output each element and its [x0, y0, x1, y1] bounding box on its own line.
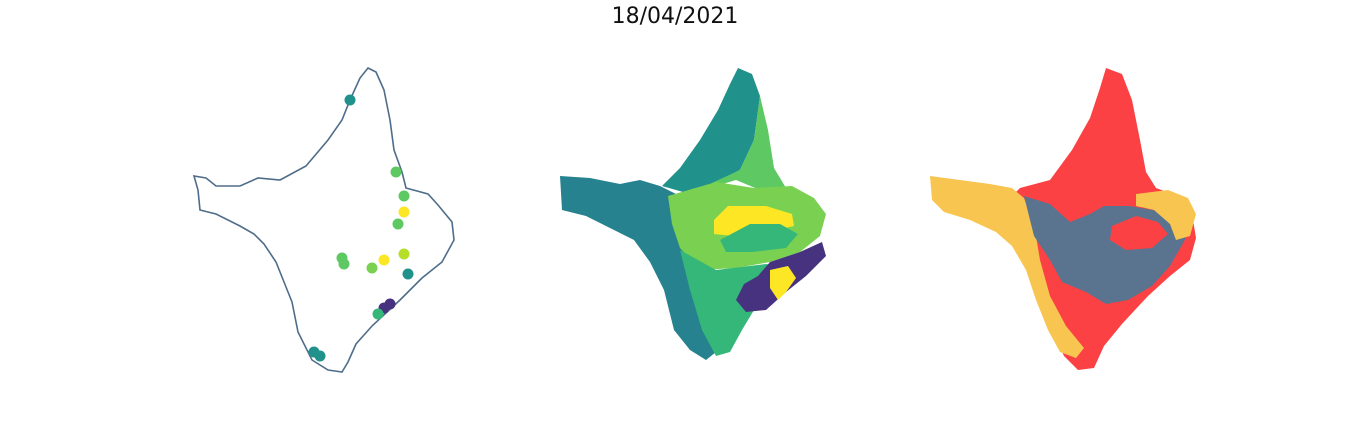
station-point [314, 350, 326, 362]
category-red-inner [1110, 216, 1168, 250]
station-point [402, 268, 414, 280]
basin-southeast-yellow [770, 266, 796, 300]
map-title: 18/04/2021 [611, 4, 739, 29]
basin-categories-map [930, 68, 1196, 370]
station-point [366, 262, 378, 274]
category-gold-west [930, 176, 1084, 358]
basin-north [662, 68, 760, 194]
station-point [338, 258, 350, 270]
station-point [372, 308, 384, 320]
station-point [392, 218, 404, 230]
station-point [390, 166, 402, 178]
basin-northeast [690, 96, 786, 194]
station-point [398, 248, 410, 260]
category-gold-east [1136, 190, 1196, 240]
station-points-map [192, 66, 455, 373]
station-point [378, 254, 390, 266]
basin-center-inner [720, 224, 798, 252]
station-point [398, 206, 410, 218]
station-point [398, 190, 410, 202]
region-outline [192, 66, 455, 373]
basin-values-map [560, 68, 826, 360]
station-markers [308, 94, 414, 362]
station-point [344, 94, 356, 106]
